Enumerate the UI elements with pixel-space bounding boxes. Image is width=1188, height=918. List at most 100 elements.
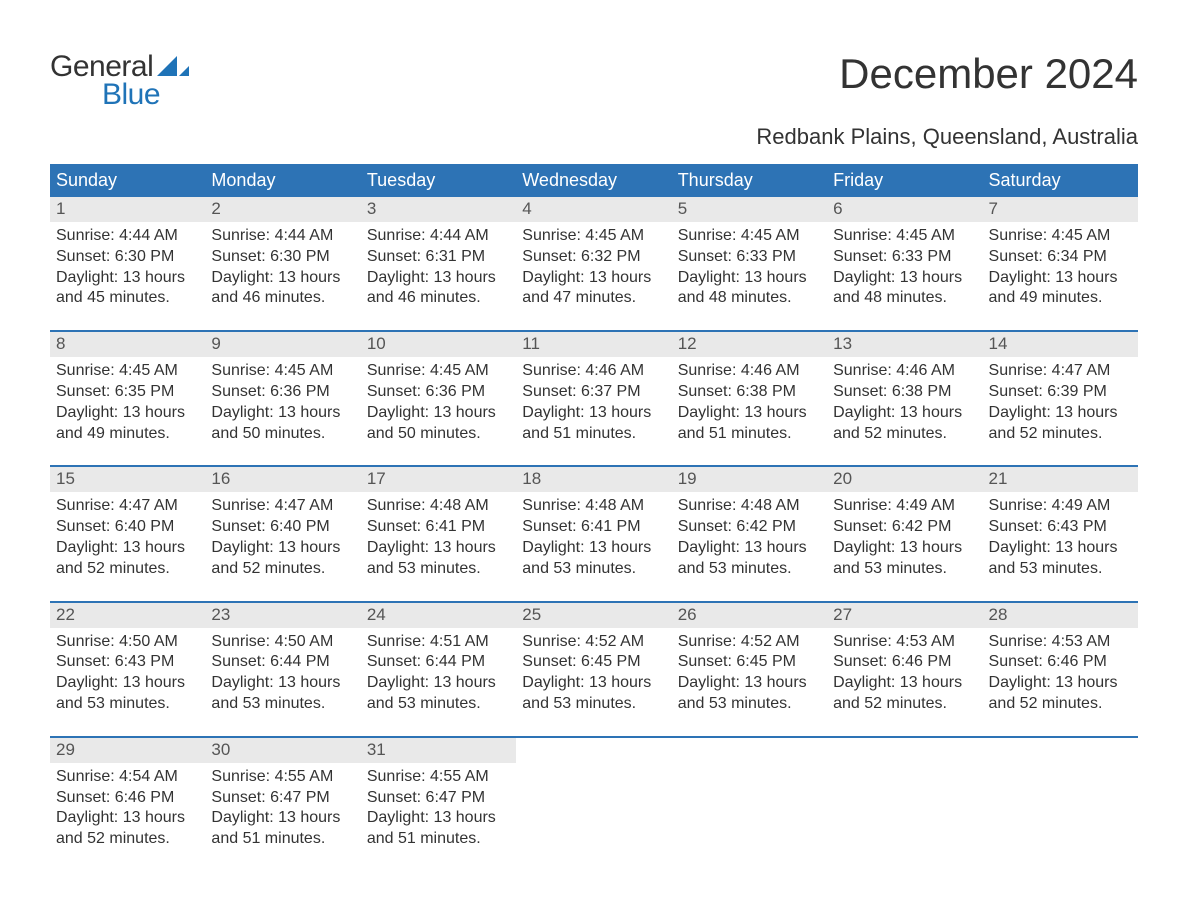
day-number-cell: 13 bbox=[827, 331, 982, 357]
sunrise-line: Sunrise: 4:49 AM bbox=[989, 496, 1132, 517]
day-content-cell: Sunrise: 4:47 AMSunset: 6:39 PMDaylight:… bbox=[983, 357, 1138, 444]
sunrise-line: Sunrise: 4:55 AM bbox=[367, 767, 510, 788]
day-content-cell: Sunrise: 4:44 AMSunset: 6:31 PMDaylight:… bbox=[361, 222, 516, 309]
sunset-line: Sunset: 6:37 PM bbox=[522, 382, 665, 403]
day-content-row: Sunrise: 4:54 AMSunset: 6:46 PMDaylight:… bbox=[50, 763, 1138, 850]
sunset-line: Sunset: 6:47 PM bbox=[211, 788, 354, 809]
day-content-row: Sunrise: 4:47 AMSunset: 6:40 PMDaylight:… bbox=[50, 492, 1138, 579]
daylight-line-1: Daylight: 13 hours bbox=[522, 403, 665, 424]
daylight-line-1: Daylight: 13 hours bbox=[56, 403, 199, 424]
daylight-line-1: Daylight: 13 hours bbox=[989, 673, 1132, 694]
daylight-line-1: Daylight: 13 hours bbox=[678, 538, 821, 559]
sunrise-line: Sunrise: 4:48 AM bbox=[678, 496, 821, 517]
daylight-line-1: Daylight: 13 hours bbox=[367, 403, 510, 424]
daylight-line-2: and 50 minutes. bbox=[367, 424, 510, 445]
day-number-cell: 9 bbox=[205, 331, 360, 357]
day-number-cell: 22 bbox=[50, 602, 205, 628]
daylight-line-1: Daylight: 13 hours bbox=[367, 673, 510, 694]
sunrise-line: Sunrise: 4:45 AM bbox=[211, 361, 354, 382]
day-content-cell: Sunrise: 4:53 AMSunset: 6:46 PMDaylight:… bbox=[827, 628, 982, 715]
day-content-cell: Sunrise: 4:45 AMSunset: 6:33 PMDaylight:… bbox=[827, 222, 982, 309]
sunset-line: Sunset: 6:41 PM bbox=[522, 517, 665, 538]
day-number-cell: 11 bbox=[516, 331, 671, 357]
day-number-cell bbox=[672, 737, 827, 763]
day-number-cell: 10 bbox=[361, 331, 516, 357]
sunset-line: Sunset: 6:34 PM bbox=[989, 247, 1132, 268]
day-number-cell: 30 bbox=[205, 737, 360, 763]
sunrise-line: Sunrise: 4:47 AM bbox=[56, 496, 199, 517]
sunset-line: Sunset: 6:32 PM bbox=[522, 247, 665, 268]
day-content-cell: Sunrise: 4:49 AMSunset: 6:43 PMDaylight:… bbox=[983, 492, 1138, 579]
daylight-line-2: and 51 minutes. bbox=[211, 829, 354, 850]
daylight-line-2: and 52 minutes. bbox=[833, 424, 976, 445]
sunrise-line: Sunrise: 4:49 AM bbox=[833, 496, 976, 517]
daylight-line-1: Daylight: 13 hours bbox=[989, 403, 1132, 424]
sunrise-line: Sunrise: 4:44 AM bbox=[211, 226, 354, 247]
day-content-cell: Sunrise: 4:50 AMSunset: 6:44 PMDaylight:… bbox=[205, 628, 360, 715]
day-number-cell: 5 bbox=[672, 197, 827, 222]
sunrise-line: Sunrise: 4:46 AM bbox=[678, 361, 821, 382]
day-content-cell: Sunrise: 4:50 AMSunset: 6:43 PMDaylight:… bbox=[50, 628, 205, 715]
daylight-line-1: Daylight: 13 hours bbox=[211, 808, 354, 829]
day-content-cell: Sunrise: 4:55 AMSunset: 6:47 PMDaylight:… bbox=[205, 763, 360, 850]
day-number-row: 15161718192021 bbox=[50, 466, 1138, 492]
daylight-line-2: and 47 minutes. bbox=[522, 288, 665, 309]
daylight-line-2: and 50 minutes. bbox=[211, 424, 354, 445]
sunrise-line: Sunrise: 4:44 AM bbox=[56, 226, 199, 247]
daylight-line-2: and 49 minutes. bbox=[56, 424, 199, 445]
calendar-table: SundayMondayTuesdayWednesdayThursdayFrid… bbox=[50, 164, 1138, 850]
sunset-line: Sunset: 6:43 PM bbox=[56, 652, 199, 673]
daylight-line-2: and 45 minutes. bbox=[56, 288, 199, 309]
day-header: Wednesday bbox=[516, 164, 671, 197]
daylight-line-1: Daylight: 13 hours bbox=[56, 808, 199, 829]
logo: General Blue bbox=[50, 50, 189, 112]
sunset-line: Sunset: 6:35 PM bbox=[56, 382, 199, 403]
day-number-cell: 26 bbox=[672, 602, 827, 628]
daylight-line-2: and 53 minutes. bbox=[522, 559, 665, 580]
sunset-line: Sunset: 6:36 PM bbox=[211, 382, 354, 403]
day-content-cell: Sunrise: 4:46 AMSunset: 6:38 PMDaylight:… bbox=[672, 357, 827, 444]
sunrise-line: Sunrise: 4:46 AM bbox=[522, 361, 665, 382]
daylight-line-1: Daylight: 13 hours bbox=[522, 538, 665, 559]
daylight-line-1: Daylight: 13 hours bbox=[833, 403, 976, 424]
day-number-cell: 29 bbox=[50, 737, 205, 763]
sunrise-line: Sunrise: 4:45 AM bbox=[833, 226, 976, 247]
sunset-line: Sunset: 6:42 PM bbox=[833, 517, 976, 538]
day-number-cell bbox=[516, 737, 671, 763]
sunset-line: Sunset: 6:40 PM bbox=[56, 517, 199, 538]
sunrise-line: Sunrise: 4:53 AM bbox=[989, 632, 1132, 653]
daylight-line-1: Daylight: 13 hours bbox=[989, 268, 1132, 289]
sunrise-line: Sunrise: 4:45 AM bbox=[678, 226, 821, 247]
sunset-line: Sunset: 6:33 PM bbox=[678, 247, 821, 268]
sunset-line: Sunset: 6:31 PM bbox=[367, 247, 510, 268]
day-number-cell: 20 bbox=[827, 466, 982, 492]
sunset-line: Sunset: 6:44 PM bbox=[367, 652, 510, 673]
day-number-cell: 27 bbox=[827, 602, 982, 628]
day-header: Friday bbox=[827, 164, 982, 197]
day-content-cell: Sunrise: 4:48 AMSunset: 6:41 PMDaylight:… bbox=[516, 492, 671, 579]
day-content-cell: Sunrise: 4:45 AMSunset: 6:36 PMDaylight:… bbox=[205, 357, 360, 444]
sunrise-line: Sunrise: 4:48 AM bbox=[522, 496, 665, 517]
day-number-cell: 23 bbox=[205, 602, 360, 628]
day-number-row: 293031 bbox=[50, 737, 1138, 763]
day-content-cell: Sunrise: 4:53 AMSunset: 6:46 PMDaylight:… bbox=[983, 628, 1138, 715]
sunset-line: Sunset: 6:38 PM bbox=[678, 382, 821, 403]
day-number-cell: 14 bbox=[983, 331, 1138, 357]
daylight-line-1: Daylight: 13 hours bbox=[989, 538, 1132, 559]
daylight-line-2: and 53 minutes. bbox=[678, 559, 821, 580]
day-header: Saturday bbox=[983, 164, 1138, 197]
day-content-cell: Sunrise: 4:49 AMSunset: 6:42 PMDaylight:… bbox=[827, 492, 982, 579]
day-content-cell: Sunrise: 4:54 AMSunset: 6:46 PMDaylight:… bbox=[50, 763, 205, 850]
sunrise-line: Sunrise: 4:47 AM bbox=[211, 496, 354, 517]
daylight-line-1: Daylight: 13 hours bbox=[678, 268, 821, 289]
daylight-line-2: and 49 minutes. bbox=[989, 288, 1132, 309]
day-number-cell: 19 bbox=[672, 466, 827, 492]
day-number-cell: 17 bbox=[361, 466, 516, 492]
daylight-line-1: Daylight: 13 hours bbox=[211, 538, 354, 559]
day-content-cell bbox=[516, 763, 671, 850]
sunrise-line: Sunrise: 4:51 AM bbox=[367, 632, 510, 653]
sunset-line: Sunset: 6:43 PM bbox=[989, 517, 1132, 538]
sunset-line: Sunset: 6:33 PM bbox=[833, 247, 976, 268]
day-content-cell: Sunrise: 4:45 AMSunset: 6:32 PMDaylight:… bbox=[516, 222, 671, 309]
day-content-cell: Sunrise: 4:55 AMSunset: 6:47 PMDaylight:… bbox=[361, 763, 516, 850]
